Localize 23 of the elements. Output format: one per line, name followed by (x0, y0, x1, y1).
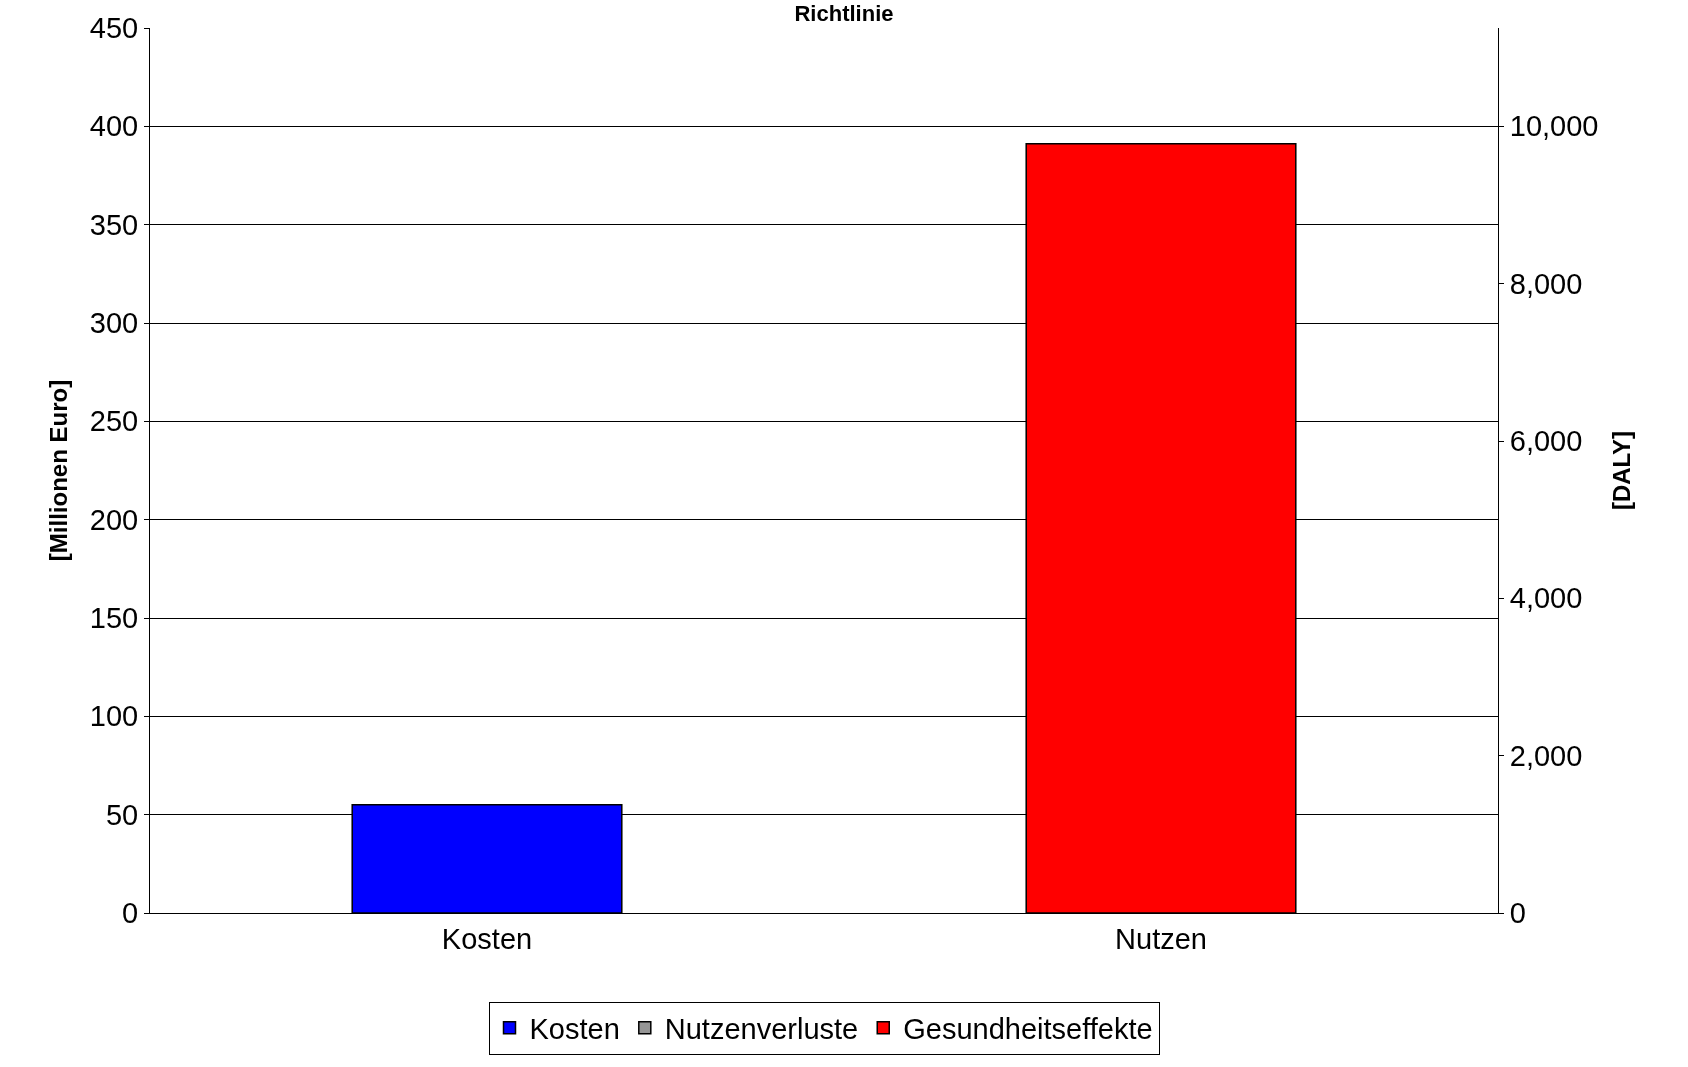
y-tick-label: 350 (89, 208, 139, 241)
y-axis-title: [Millionen Euro] (44, 379, 72, 562)
y-tick-label: 0 (122, 897, 139, 930)
y-tick-label: 200 (89, 503, 139, 536)
x-tick-label: Nutzen (1115, 922, 1207, 955)
legend-label: Gesundheitseffekte (903, 1013, 1153, 1046)
y2-axis-title: [DALY] (1607, 430, 1635, 511)
y2-tick-label: 4,000 (1509, 582, 1583, 615)
y-tick-label: 400 (89, 110, 139, 143)
y-tick-label: 450 (89, 12, 139, 45)
y-tick-label: 100 (89, 700, 139, 733)
y2-tick-label: 0 (1509, 897, 1526, 930)
y-tick-label: 150 (89, 602, 139, 635)
legend-label: Nutzenverluste (664, 1013, 859, 1046)
y2-tick-label: 8,000 (1509, 267, 1583, 300)
chart-title: Richtlinie (794, 0, 894, 26)
y-tick-label: 250 (89, 405, 139, 438)
y2-tick-label: 2,000 (1509, 739, 1583, 772)
y2-tick-label: 6,000 (1509, 425, 1583, 458)
y-tick-label: 50 (105, 798, 139, 831)
y2-tick-label: 10,000 (1509, 110, 1599, 143)
y-tick-label: 300 (89, 307, 139, 340)
legend-label: Kosten (529, 1013, 620, 1046)
